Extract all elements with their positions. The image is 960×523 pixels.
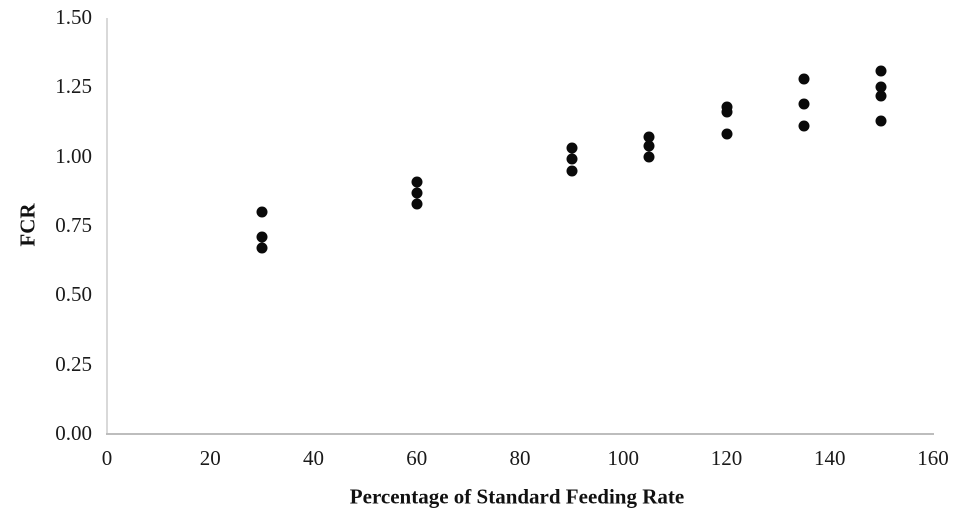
data-point: [798, 73, 810, 85]
data-point: [875, 81, 887, 93]
data-point: [798, 120, 810, 132]
data-point: [566, 142, 578, 154]
y-tick-label: 0.75: [55, 213, 92, 237]
y-tick-label: 1.50: [55, 5, 92, 29]
data-point: [875, 115, 887, 127]
x-tick-label: 80: [509, 446, 531, 470]
data-point: [566, 165, 578, 177]
x-axis-title: Percentage of Standard Feeding Rate: [349, 484, 685, 509]
data-point: [721, 128, 732, 140]
data-point: [875, 90, 887, 102]
y-axis-line: [106, 18, 108, 435]
data-point: [798, 98, 810, 110]
data-point: [643, 140, 655, 152]
x-tick-label: 100: [607, 446, 640, 470]
x-tick-label: 0: [101, 446, 113, 470]
y-tick-label: 0.00: [55, 421, 92, 445]
x-tick-label: 60: [406, 446, 428, 470]
x-tick-label: 20: [199, 446, 221, 470]
x-axis-line: [106, 433, 934, 435]
data-point: [411, 176, 423, 188]
data-point: [411, 198, 423, 210]
data-point: [256, 231, 268, 243]
y-tick-label: 1.00: [55, 143, 92, 168]
x-tick-label: 120: [710, 446, 743, 470]
data-point: [411, 187, 423, 199]
x-tick-label: 140: [814, 446, 846, 470]
data-point: [566, 153, 578, 165]
y-tick-label: 0.25: [55, 351, 92, 376]
data-point: [256, 242, 268, 254]
data-point: [721, 106, 732, 118]
data-point: [721, 101, 732, 113]
data-point: [643, 151, 655, 163]
y-tick-label: 1.25: [55, 74, 92, 99]
data-point: [256, 206, 268, 218]
y-tick-label: 0.50: [55, 282, 92, 307]
x-tick-label: 40: [303, 446, 324, 470]
x-tick-label: 160: [917, 446, 949, 470]
data-point: [875, 65, 887, 77]
data-point: [643, 131, 655, 143]
